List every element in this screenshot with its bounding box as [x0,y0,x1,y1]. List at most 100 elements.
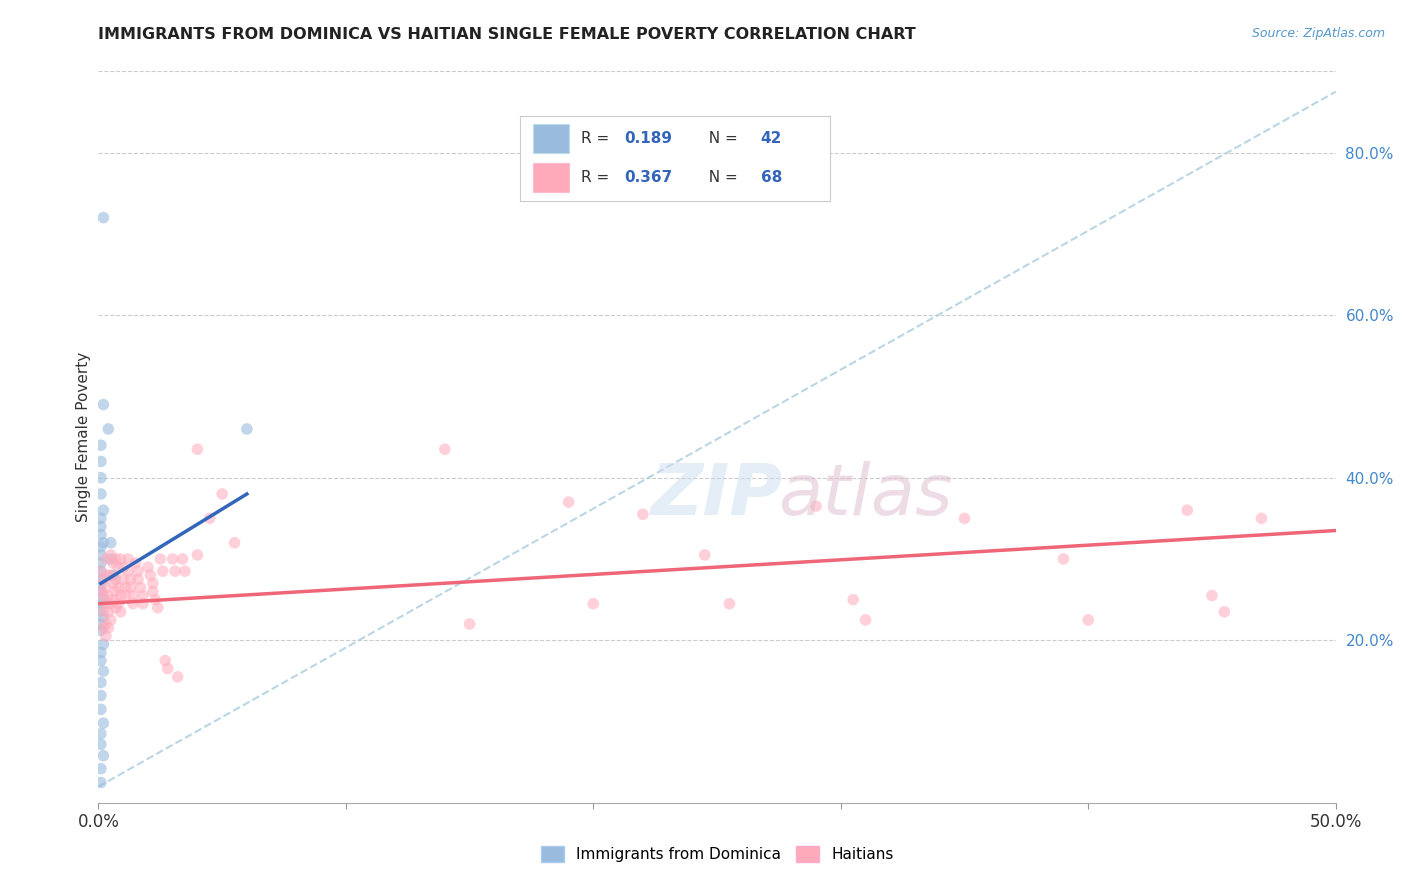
Point [114,581,136,595]
Point [103,592,125,607]
Point [97,422,120,436]
Point [132,589,155,603]
Point [107,597,129,611]
Point [120,581,142,595]
Point [186,548,208,562]
Point [90,487,112,501]
Text: R =: R = [581,131,614,146]
Point [97,621,120,635]
Point [90,624,112,638]
Point [149,552,172,566]
Point [186,442,208,457]
Point [94,629,117,643]
Y-axis label: Single Female Poverty: Single Female Poverty [76,352,91,522]
Point [120,572,142,586]
Point [1175,503,1198,517]
Point [93,398,115,412]
Point [142,584,165,599]
Point [953,511,976,525]
Point [162,552,184,566]
Point [94,597,117,611]
Point [90,556,112,570]
Point [1201,589,1223,603]
Text: atlas: atlas [779,461,953,530]
Point [117,552,139,566]
Point [93,605,115,619]
Point [152,564,174,578]
Point [93,664,115,678]
Point [112,560,135,574]
Point [224,535,246,549]
Point [103,556,125,570]
Point [110,605,132,619]
Point [104,572,127,586]
Point [90,702,112,716]
Point [100,552,122,566]
Point [842,592,865,607]
Point [90,454,112,468]
Point [104,600,127,615]
Point [93,748,115,763]
Legend: Immigrants from Dominica, Haitians: Immigrants from Dominica, Haitians [534,840,900,868]
Point [90,438,112,452]
Point [97,568,120,582]
Point [90,675,112,690]
Point [97,589,120,603]
Point [100,568,122,582]
Point [97,605,120,619]
Point [90,572,112,586]
Point [110,589,132,603]
Point [90,617,112,632]
Point [198,511,221,525]
Text: N =: N = [699,170,742,186]
Point [142,576,165,591]
Point [93,572,115,586]
Point [90,654,112,668]
Point [122,597,145,611]
Point [211,487,233,501]
Point [90,762,112,776]
Point [1213,605,1236,619]
Point [107,581,129,595]
Point [804,499,827,513]
Text: N =: N = [699,131,742,146]
Point [114,589,136,603]
Point [93,589,115,603]
Point [93,637,115,651]
Point [90,727,112,741]
Point [100,597,122,611]
Point [90,519,112,533]
Point [855,613,877,627]
Point [127,572,149,586]
Point [172,552,194,566]
Point [90,645,112,659]
Point [100,613,122,627]
Point [90,511,112,525]
Point [136,560,159,574]
Point [143,592,166,607]
Point [90,584,112,599]
Point [1250,511,1272,525]
Point [1052,552,1074,566]
Point [110,552,132,566]
Point [93,535,115,549]
Text: ZIP: ZIP [651,461,783,530]
Point [117,564,139,578]
Point [90,527,112,541]
Point [156,662,179,676]
Point [112,572,135,586]
Point [90,604,112,618]
Point [124,556,146,570]
Point [93,591,115,605]
Text: Source: ZipAtlas.com: Source: ZipAtlas.com [1251,27,1385,40]
Text: IMMIGRANTS FROM DOMINICA VS HAITIAN SINGLE FEMALE POVERTY CORRELATION CHART: IMMIGRANTS FROM DOMINICA VS HAITIAN SING… [98,27,917,42]
Point [90,564,112,578]
Point [174,564,197,578]
Point [718,597,741,611]
Point [90,548,112,562]
Point [90,584,112,599]
Point [1077,613,1099,627]
Point [166,670,188,684]
Point [90,564,112,578]
Point [104,552,127,566]
